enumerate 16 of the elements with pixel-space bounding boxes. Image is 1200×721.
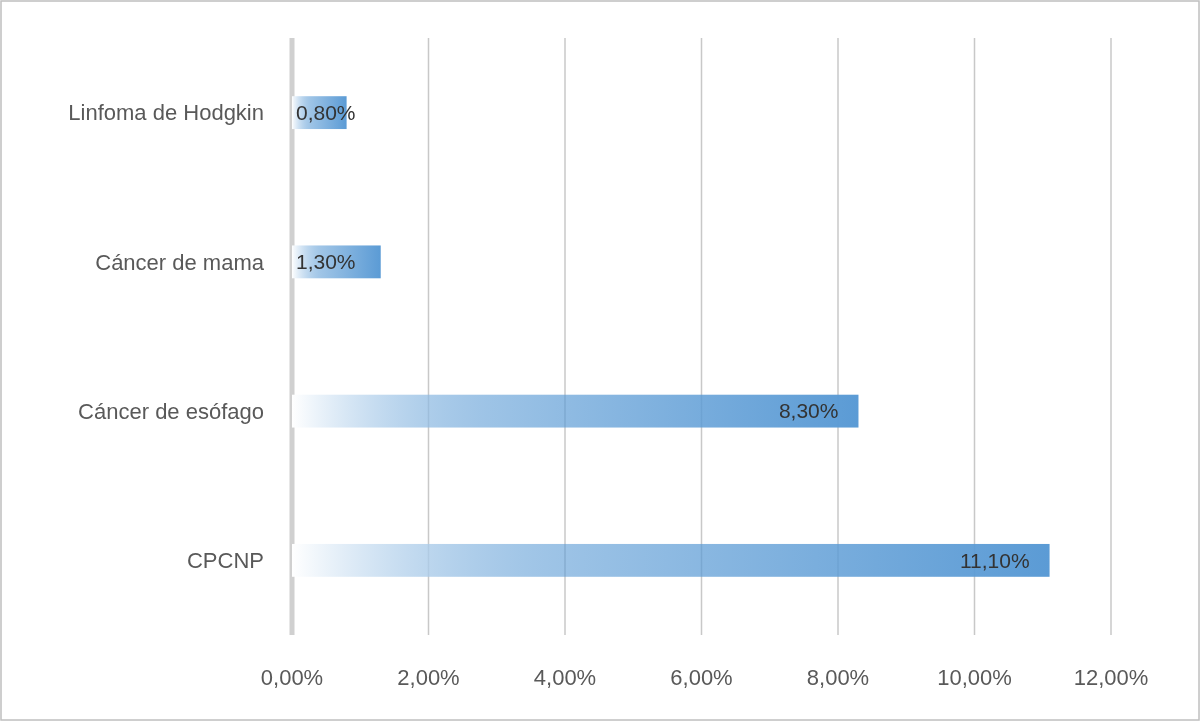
x-tick-label: 10,00% <box>937 665 1012 690</box>
bar <box>292 394 859 428</box>
data-label: 11,10% <box>959 548 1030 572</box>
x-tick-label: 8,00% <box>806 665 870 690</box>
x-tick-label: 0,00% <box>260 665 324 690</box>
x-tick-label: 12,00% <box>1073 665 1149 690</box>
bar <box>292 543 1050 577</box>
x-tick-label: 2,00% <box>397 665 460 690</box>
x-tick-label: 6,00% <box>670 665 733 690</box>
data-label: 1,30% <box>296 250 356 274</box>
y-tick-label: Cáncer de esófago <box>78 398 264 424</box>
y-tick-label: Linfoma de Hodgkin <box>68 100 264 126</box>
data-label: 8,30% <box>778 399 839 423</box>
y-tick-label: CPCNP <box>186 548 264 574</box>
y-tick-label: Cáncer de mama <box>95 249 265 275</box>
x-tick-label: 4,00% <box>533 665 597 690</box>
